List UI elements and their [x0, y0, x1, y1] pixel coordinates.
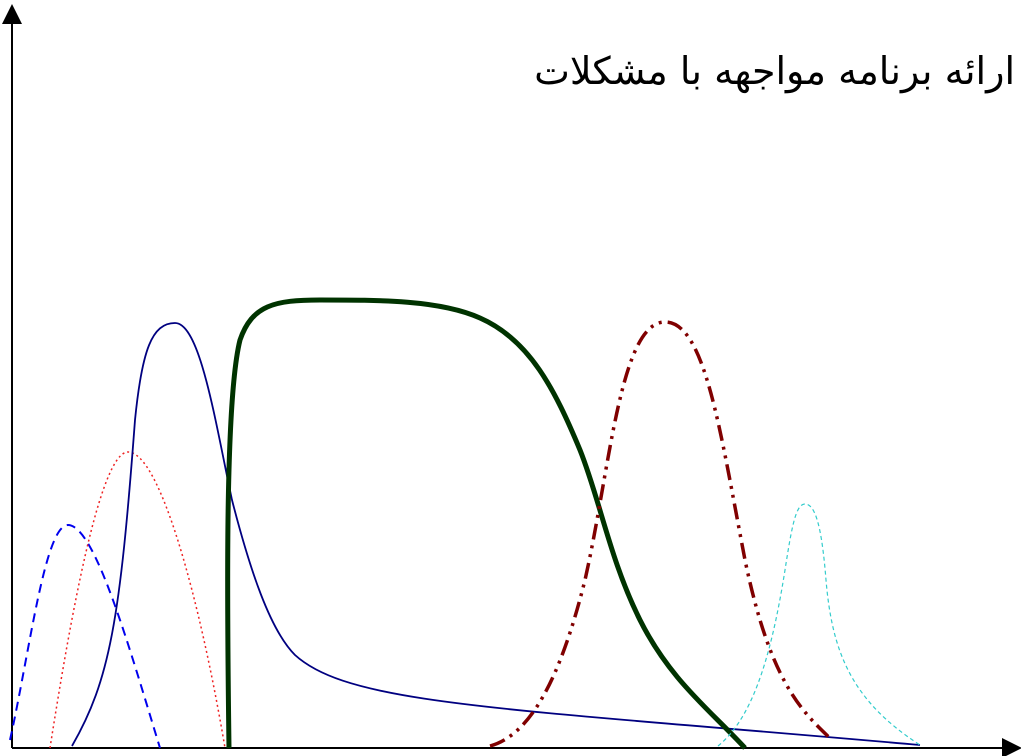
diagram-title: ارائه برنامه مواجهه با مشکلات [534, 49, 1015, 93]
curve-navy-solid [71, 322, 921, 747]
curve-dark-red-dashdot [489, 320, 834, 748]
curve-blue-dashed [9, 523, 161, 749]
curve-dark-green-thick [225, 297, 747, 750]
curve-red-dotted [49, 451, 226, 749]
curve-cyan-dashed [717, 503, 921, 747]
